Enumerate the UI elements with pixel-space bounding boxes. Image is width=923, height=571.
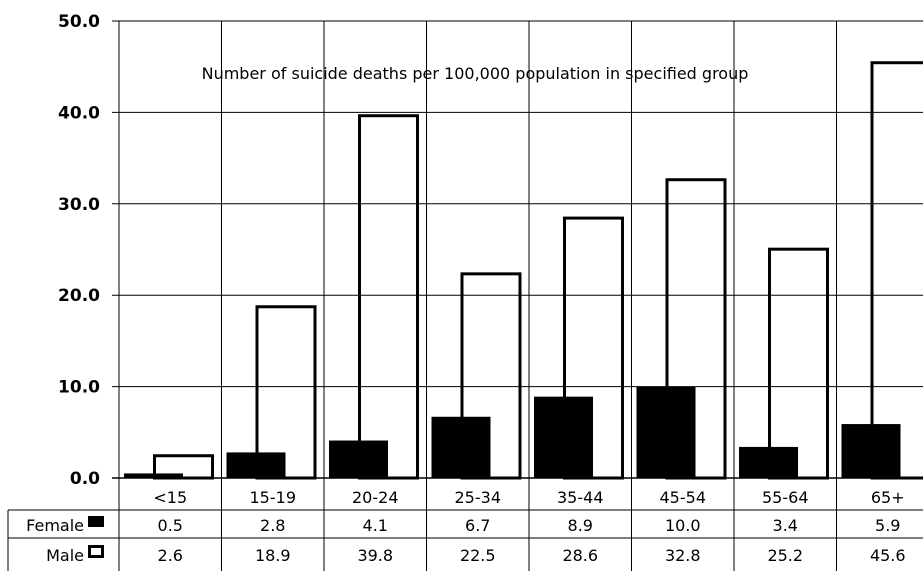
bar-male [870, 61, 923, 480]
data-label-male: 45.6 [870, 546, 906, 565]
y-tick-label: 10.0 [58, 378, 100, 398]
bar-male [255, 305, 317, 480]
bar-male [153, 454, 214, 480]
data-table: <15 0.5 2.6 15-19 2.8 18.9 20-24 4.1 39.8 25-34 6.… [7, 488, 923, 571]
data-label-female: 2.8 [260, 516, 285, 535]
data-label-male: 25.2 [767, 546, 803, 565]
data-label-male: 22.5 [460, 546, 496, 565]
legend-male-swatch [88, 545, 104, 558]
x-tick-label: 20-24 [352, 488, 399, 507]
data-label-male: 2.6 [158, 546, 183, 565]
legend-female-swatch [88, 516, 104, 527]
bar-male [768, 247, 829, 480]
data-label-female: 3.4 [773, 516, 798, 535]
legend-female-label: Female [26, 516, 84, 535]
y-axis-ticks: 0.0 10.0 20.0 30.0 40.0 50.0 [58, 12, 100, 489]
data-label-female: 4.1 [363, 516, 388, 535]
data-label-female: 10.0 [665, 516, 701, 535]
data-label-male: 28.6 [562, 546, 598, 565]
data-label-female: 5.9 [875, 516, 900, 535]
x-tick-label: 45-54 [660, 488, 707, 507]
bar-male [460, 272, 522, 480]
y-tick-label: 30.0 [58, 195, 100, 215]
x-tick-label: <15 [153, 488, 187, 507]
x-tick-label: 35-44 [557, 488, 604, 507]
y-tick-label: 20.0 [58, 286, 100, 306]
y-tick-label: 0.0 [70, 469, 100, 489]
data-label-male: 18.9 [255, 546, 291, 565]
data-label-female: 6.7 [465, 516, 490, 535]
x-tick-label: 55-64 [762, 488, 809, 507]
x-tick-label: 15-19 [250, 488, 297, 507]
y-tick-label: 40.0 [58, 103, 100, 123]
data-label-female: 0.5 [158, 516, 183, 535]
bar-male [665, 178, 727, 480]
data-label-female: 8.9 [568, 516, 593, 535]
x-tick-label: 65+ [871, 488, 905, 507]
data-label-male: 32.8 [665, 546, 701, 565]
x-tick-label: 25-34 [455, 488, 502, 507]
bar-male [358, 114, 419, 480]
legend-male-label: Male [46, 546, 84, 565]
chart-annotation: Number of suicide deaths per 100,000 pop… [202, 64, 749, 83]
bars [124, 61, 923, 480]
y-tick-label: 50.0 [58, 12, 100, 32]
bar-male [563, 216, 624, 480]
data-label-male: 39.8 [357, 546, 393, 565]
gridlines [112, 20, 923, 571]
